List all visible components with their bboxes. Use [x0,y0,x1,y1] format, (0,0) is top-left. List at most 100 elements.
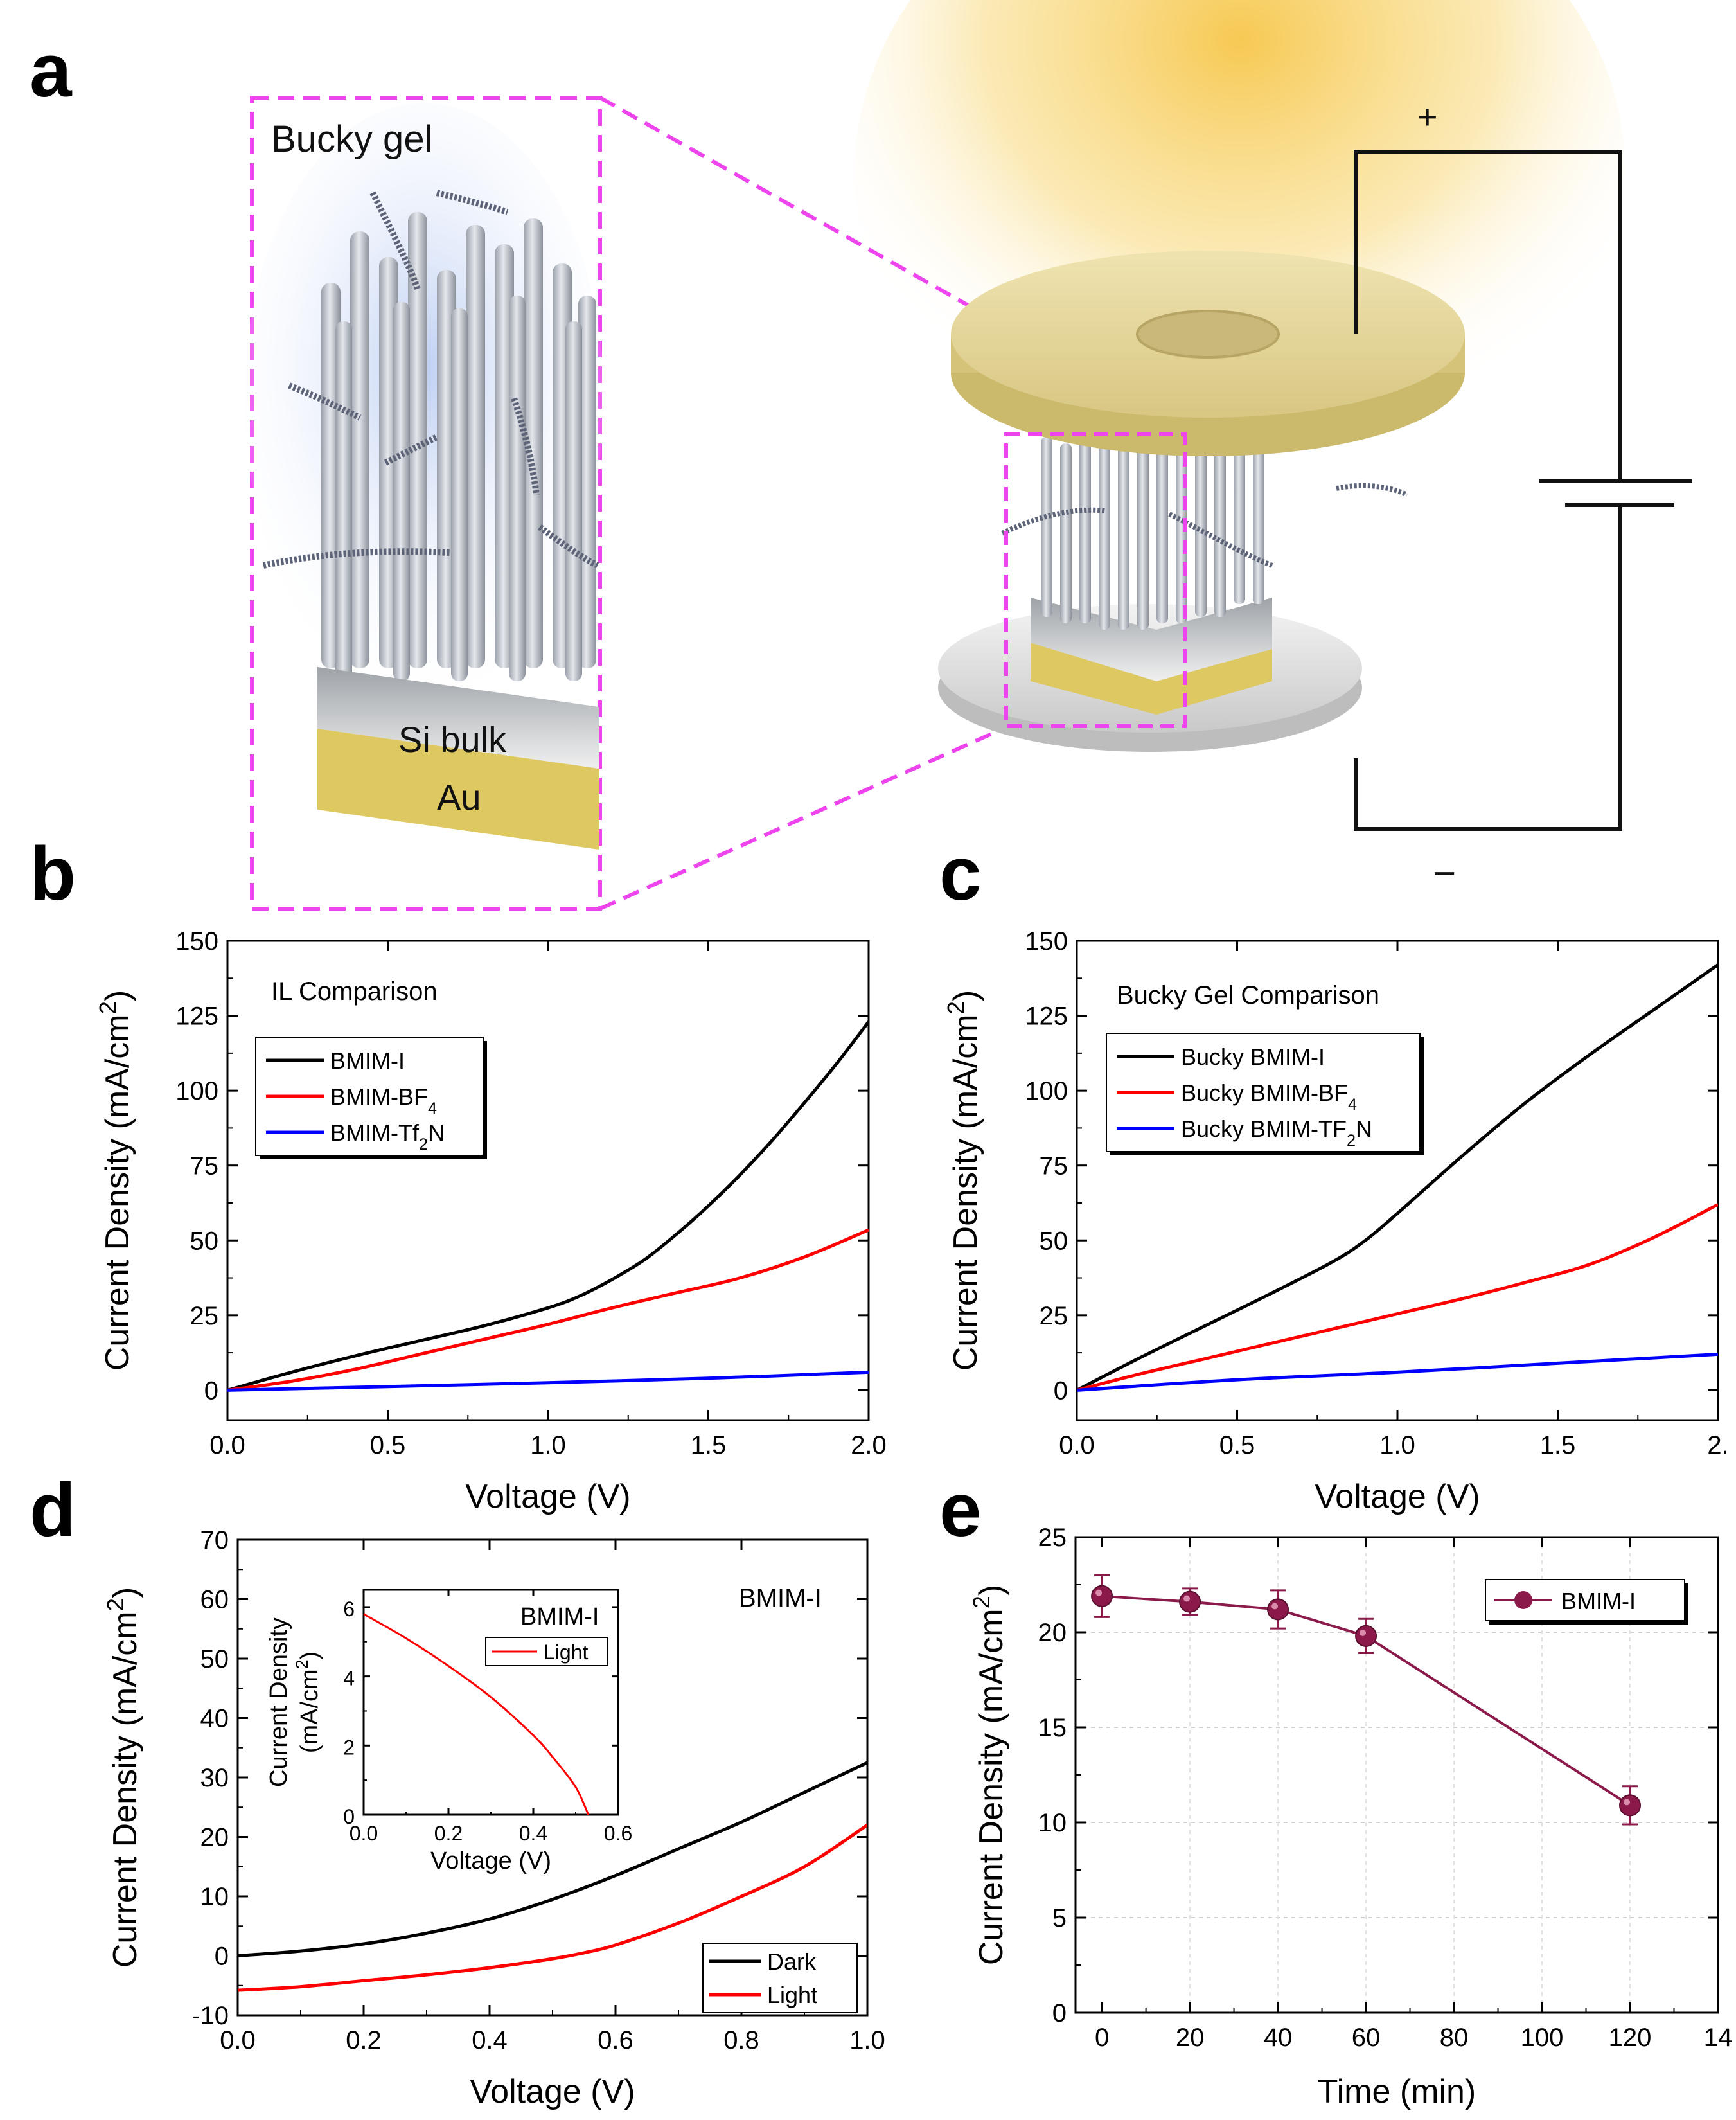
legend-label: Dark [767,1948,817,1975]
zoom-line-bottom [599,724,1010,911]
annotation-label: IL Comparison [271,977,438,1006]
series-line-bmim-tf-n [227,1370,869,1392]
y-tick-label: 50 [1040,1227,1068,1255]
y-tick-label: 10 [200,1883,229,1911]
chart-d: 0.0 0.2 0.4 0.6 0.8 1.0-10010203040506070BMIM… [102,1526,885,2110]
data-point [1619,1794,1642,1817]
y-tick-label: 4 [343,1667,355,1690]
inset-annotation: BMIM-I [520,1603,599,1630]
legend-label: BMIM-BF4 [330,1083,437,1118]
x-tick-label: 0.2 [434,1822,463,1845]
x-axis-title: Voltage (V) [465,1478,630,1515]
x-axis-title: Voltage (V) [470,2073,635,2110]
annotation-label: Bucky Gel Comparison [1117,981,1379,1010]
x-tick-label: 40 [1264,2024,1293,2052]
plot-frame [1076,940,1719,1421]
x-tick-label: 0.0 [1059,1431,1095,1459]
y-tick-label: 0 [1054,1376,1068,1405]
legend-label: BMIM-I [1561,1588,1636,1614]
y-tick-label: -10 [191,2002,229,2030]
panel-letter-b: b [30,832,76,916]
x-tick-label: 0.5 [1219,1431,1255,1459]
device-nanowires [1041,437,1264,630]
legend-label: Bucky BMIM-I [1181,1044,1325,1070]
circuit-wire-top [1354,150,1622,481]
inset-x-axis-title: Voltage (V) [430,1848,551,1875]
data-point-highlight [1095,1589,1103,1596]
inset-chart: 0.0 0.2 0.4 0.6 0 2 4 6 BMIM-I Light Voltage (V) Cu… [265,1589,632,1875]
data-point [1355,1625,1377,1647]
polarity-minus: − [1433,851,1456,896]
y-tick-label: 50 [200,1645,229,1673]
annotation-label: BMIM-I [739,1584,822,1612]
y-tick-label: 25 [1038,1524,1067,1552]
series-line-bucky-bmim-bf- [1077,1203,1718,1392]
plot-frame [1074,1536,1719,2014]
y-axis-title: Current Density (mA/cm2) [102,1587,145,1968]
y-axis-title: Current Density (mA/cm2) [968,1585,1011,1965]
plot-frame [362,1589,619,1816]
device-zoom-frame [1004,432,1187,728]
y-tick-label: 20 [1038,1619,1067,1647]
x-tick-label: 0.2 [346,2026,382,2054]
y-tick-label: 70 [200,1526,229,1554]
top-disc-hole [1136,310,1280,359]
series-line-dark [238,1761,867,1957]
panel-a: a [30,0,1692,911]
inset-legend-label: Light [544,1641,589,1664]
x-tick-label: 0.0 [209,1431,245,1459]
x-tick-label: 1.0 [849,2026,885,2054]
x-tick-label: 60 [1352,2024,1381,2052]
zoom-illustration: Si bulk Au Bucky gel [244,103,604,850]
x-tick-label: 1.5 [691,1431,727,1459]
panel-letter-a: a [30,28,73,113]
series-line-bmim-bf- [227,1228,869,1392]
y-axis-title: Current Density (mA/cm2) [943,990,985,1371]
polarity-plus: + [1417,98,1438,136]
device-au [1031,643,1272,715]
y-tick-label: 0 [204,1376,218,1405]
x-tick-label: 2.0 [851,1431,887,1459]
y-tick-label: 2 [343,1736,355,1759]
y-tick-label: 150 [175,927,218,956]
x-tick-label: 0.6 [598,2026,633,2054]
au-label: Au [437,777,481,817]
x-tick-label: 0 [1095,2024,1109,2052]
y-tick-label: 5 [1052,1904,1067,1932]
legend-box [1106,1033,1421,1152]
data-point-highlight [1624,1799,1631,1806]
inset-y-axis-title-line1: Current Density [265,1617,292,1787]
y-tick-label: 6 [343,1598,355,1621]
panel-e: e 0 20 40 60 80 100 120 140510152025BMIM-ITime … [939,1468,1732,2110]
data-point-highlight [1183,1595,1191,1602]
circuit-wire-bottom [1354,505,1622,831]
panel-d: d 0.0 0.2 0.4 0.6 0.8 1.0-10010203040506070BM… [30,1468,885,2110]
plot-frame [236,1538,869,2017]
x-tick-label: 0.0 [350,1822,378,1845]
x-tick-label: 80 [1440,2024,1469,2052]
device-stack [938,251,1465,752]
series-line-light [364,1613,590,1815]
panel-letter-d: d [30,1468,76,1553]
x-tick-label: 0.5 [370,1431,406,1459]
y-tick-label: 125 [1025,1002,1068,1031]
legend-box [702,1943,858,2013]
data-point [1179,1590,1201,1613]
y-tick-label: 30 [200,1764,229,1792]
x-axis-title: Time (min) [1318,2073,1476,2110]
x-tick-label: 20 [1176,2024,1205,2052]
y-axis-title: Current Density (mA/cm2) [94,990,137,1371]
legend-label: BMIM-I [330,1047,405,1074]
x-tick-label: 0.6 [604,1822,632,1845]
y-tick-label: 100 [175,1077,218,1105]
y-tick-label: 60 [200,1586,229,1614]
y-tick-label: 15 [1038,1714,1067,1742]
nanowire-array [321,212,596,681]
si-bulk-label: Si bulk [398,719,507,760]
y-tick-label: 125 [175,1002,218,1031]
legend-label: Bucky BMIM-TF2N [1181,1116,1372,1150]
zoom-line-top [599,96,973,309]
legend-marker [1514,1591,1532,1609]
x-tick-label: 1.0 [1379,1431,1415,1459]
si-layer [317,667,599,769]
